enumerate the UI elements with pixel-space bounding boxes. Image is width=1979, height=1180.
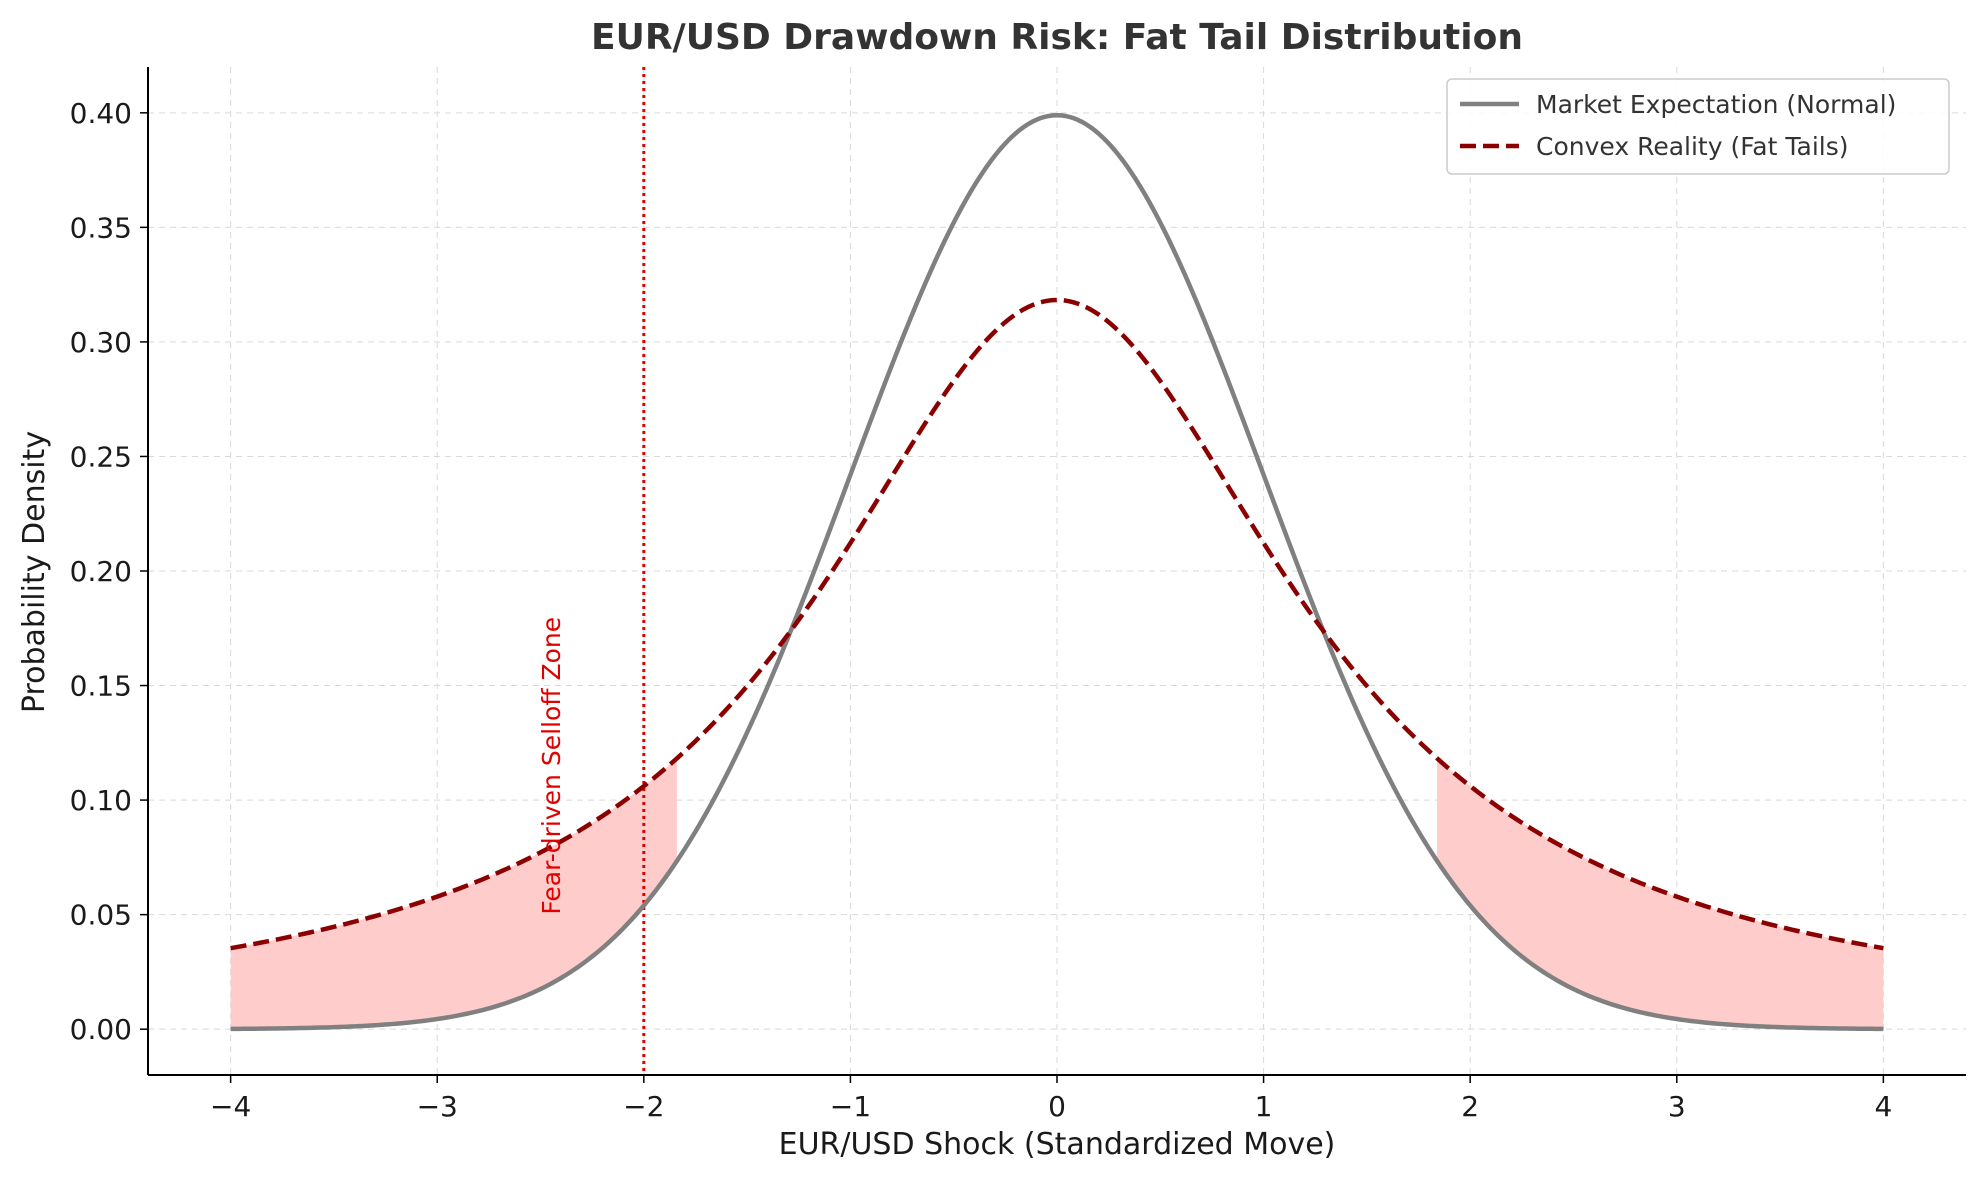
series-line-fat-tails bbox=[230, 297, 1884, 951]
legend-label-fat-tails: Convex Reality (Fat Tails) bbox=[1536, 132, 1849, 161]
x-tick-label: −3 bbox=[417, 1090, 458, 1123]
legend: Market Expectation (Normal) Convex Reali… bbox=[1446, 78, 1950, 175]
y-tick-label: 0.35 bbox=[70, 211, 132, 244]
x-tick-label: 3 bbox=[1668, 1090, 1686, 1123]
y-tick-label: 0.25 bbox=[70, 440, 132, 473]
fat-tail-shading-right bbox=[1437, 758, 1884, 1029]
y-tick-label: 0.40 bbox=[70, 97, 132, 130]
x-tick-label: 1 bbox=[1255, 1090, 1273, 1123]
x-tick-label: 4 bbox=[1874, 1090, 1892, 1123]
y-tick-label: 0.05 bbox=[70, 899, 132, 932]
series-line-normal bbox=[230, 112, 1884, 1032]
x-tick-label: −1 bbox=[830, 1090, 871, 1123]
fat-tail-shading-left bbox=[230, 758, 677, 1029]
x-axis-label: EUR/USD Shock (Standardized Move) bbox=[779, 1127, 1336, 1162]
x-tick-label: −2 bbox=[623, 1090, 664, 1123]
y-tick-label: 0.10 bbox=[70, 784, 132, 817]
x-tick-label: −4 bbox=[210, 1090, 251, 1123]
selloff-zone-annotation: Fear-driven Selloff Zone bbox=[537, 617, 566, 915]
y-axis-label: Probability Density bbox=[17, 431, 52, 713]
y-tick-label: 0.20 bbox=[70, 555, 132, 588]
legend-label-normal: Market Expectation (Normal) bbox=[1536, 90, 1896, 119]
y-tick-label: 0.00 bbox=[70, 1013, 132, 1046]
x-axis-ticks: −4 −3 −2 −1 0 1 2 3 4 bbox=[210, 1075, 1892, 1123]
y-axis-ticks: 0.00 0.05 0.10 0.15 0.20 0.25 0.30 0.35 0.40 bbox=[70, 97, 148, 1046]
chart-title: EUR/USD Drawdown Risk: Fat Tail Distribu… bbox=[591, 17, 1523, 58]
legend-box bbox=[1446, 78, 1950, 175]
y-tick-label: 0.30 bbox=[70, 326, 132, 359]
x-tick-label: 2 bbox=[1461, 1090, 1479, 1123]
x-tick-label: 0 bbox=[1048, 1090, 1066, 1123]
y-tick-label: 0.15 bbox=[70, 670, 132, 703]
